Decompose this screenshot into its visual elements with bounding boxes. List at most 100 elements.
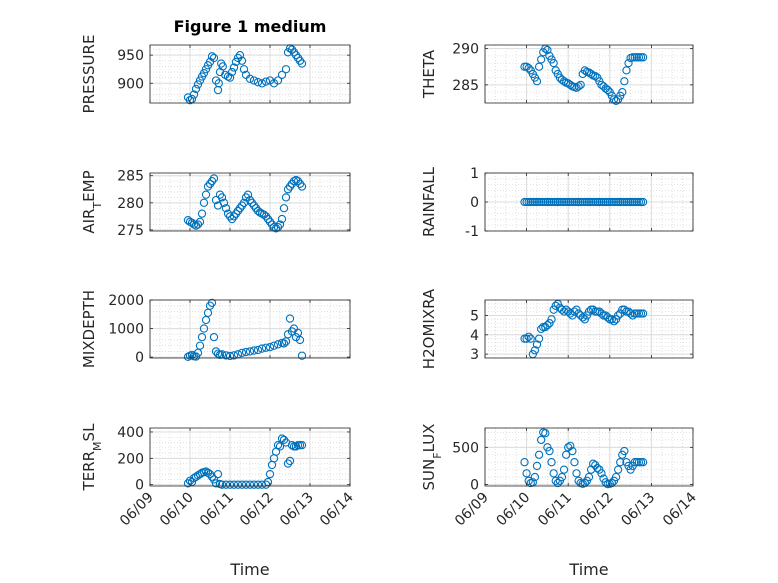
data-point: [233, 480, 243, 489]
data-point: [547, 315, 556, 324]
data-point: [524, 197, 533, 207]
data-point: [520, 334, 529, 343]
data-point: [549, 58, 558, 68]
data-point: [609, 197, 619, 207]
plot-area: [150, 173, 350, 231]
axes-box: [149, 44, 351, 104]
data-point: [245, 74, 255, 83]
data-point: [543, 320, 552, 330]
y-tick-label: 0: [470, 195, 479, 211]
data-point: [275, 442, 285, 451]
data-point: [620, 305, 629, 314]
data-point: [564, 197, 573, 207]
data-point: [636, 458, 646, 467]
data-point: [530, 472, 540, 482]
data-point: [281, 193, 291, 202]
data-point: [205, 469, 215, 479]
plot-area: [150, 428, 350, 486]
data-point: [624, 58, 633, 68]
data-point: [195, 341, 205, 350]
data-point: [599, 311, 608, 320]
data-point: [199, 69, 209, 78]
data-point: [597, 197, 606, 207]
data-point: [632, 458, 641, 467]
data-point: [572, 305, 581, 314]
data-point: [235, 204, 245, 213]
data-point: [593, 464, 602, 473]
data-point: [628, 197, 637, 207]
data-point: [524, 64, 533, 73]
data-point: [231, 209, 241, 218]
data-point: [213, 349, 223, 358]
data-point: [205, 179, 215, 188]
data-point: [561, 197, 571, 207]
data-point: [541, 197, 550, 207]
data-point: [209, 53, 219, 63]
data-point: [620, 77, 629, 86]
subplot-6: 3 4 5 H2OMIXRA: [420, 288, 694, 369]
data-point: [572, 469, 581, 478]
data-point: [522, 469, 531, 478]
y-tick-label: 0: [135, 350, 144, 366]
x-axis-label: Time: [229, 560, 269, 579]
data-point: [636, 197, 646, 207]
data-point: [616, 197, 625, 207]
chart-title: Figure 1 medium: [174, 17, 327, 36]
data-point: [580, 66, 589, 75]
data-point: [534, 62, 544, 71]
data-point: [255, 208, 265, 217]
data-point: [201, 190, 211, 199]
data-point: [576, 197, 585, 207]
y-tick-label: 280: [117, 196, 144, 212]
data-point: [545, 446, 554, 456]
data-point: [261, 77, 271, 86]
data-point: [287, 440, 297, 450]
data-point: [593, 197, 602, 207]
data-point: [630, 53, 639, 62]
axes-box: [484, 427, 694, 487]
data-point: [636, 53, 646, 62]
data-point: [227, 214, 237, 224]
x-tick-label: 06/10: [157, 490, 197, 530]
data-point: [207, 298, 217, 308]
data-point: [559, 465, 569, 474]
data-point: [605, 315, 614, 324]
axes-box: [149, 427, 351, 487]
data-point: [265, 469, 275, 479]
data-point: [207, 176, 217, 186]
data-point: [285, 456, 295, 466]
data-point: [239, 65, 249, 74]
data-point: [247, 198, 257, 207]
data-point: [636, 309, 646, 318]
data-point: [211, 76, 221, 85]
data-point: [183, 479, 193, 488]
x-tick-label: 06/13: [277, 490, 317, 530]
data-point: [237, 480, 247, 489]
data-point: [618, 87, 627, 97]
data-point: [281, 65, 291, 74]
data-point: [553, 478, 562, 488]
y-axis-label: SUNFLUX: [420, 424, 444, 491]
data-point: [543, 197, 552, 207]
data-point: [613, 465, 623, 474]
data-point: [241, 480, 251, 489]
y-tick-label: 1: [470, 166, 479, 182]
axes-box: [149, 299, 351, 359]
data-point: [195, 76, 205, 85]
data-point: [532, 461, 542, 471]
data-point: [297, 440, 307, 450]
data-point: [532, 340, 542, 349]
data-point: [273, 340, 283, 349]
data-point: [209, 475, 219, 484]
data-point: [215, 190, 225, 199]
data-point: [207, 52, 217, 61]
y-tick-label: 900: [117, 76, 144, 92]
data-point: [524, 476, 533, 485]
data-point: [225, 73, 235, 82]
data-point: [626, 197, 635, 207]
data-point: [213, 469, 223, 479]
data-point: [245, 195, 255, 205]
x-tick-label: 06/12: [577, 490, 617, 530]
data-point: [253, 78, 263, 87]
data-point: [218, 62, 227, 71]
